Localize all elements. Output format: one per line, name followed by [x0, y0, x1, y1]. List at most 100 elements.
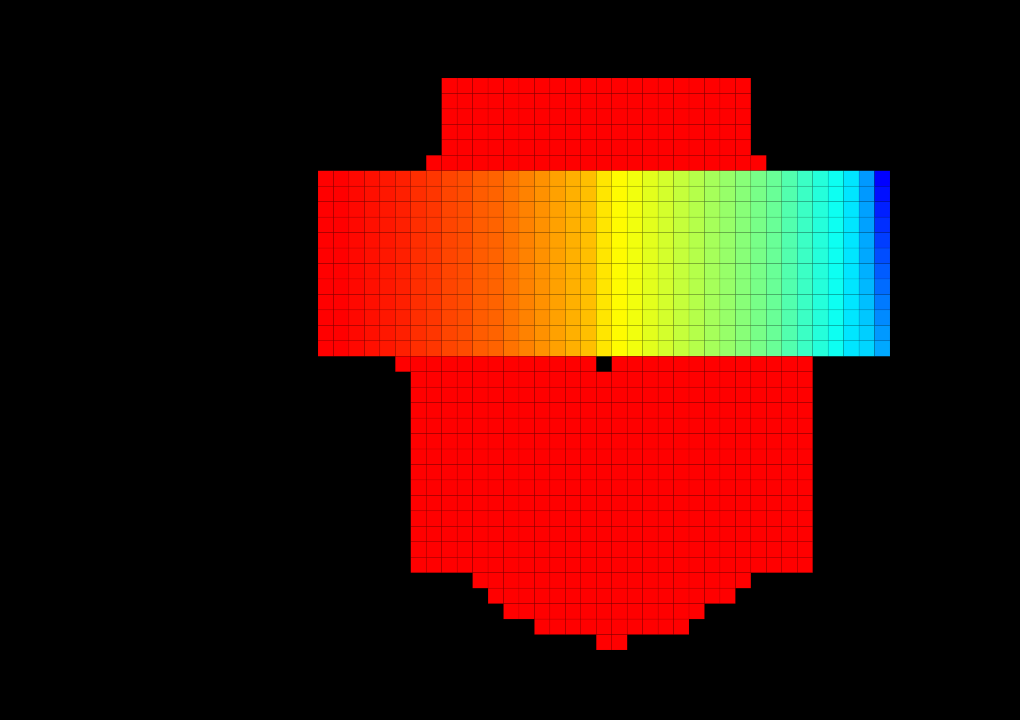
- heatmap-cell: [596, 526, 611, 541]
- heatmap-cell: [627, 310, 642, 325]
- heatmap-cell: [689, 233, 704, 248]
- heatmap-cell: [426, 310, 441, 325]
- heatmap-cell: [349, 264, 364, 279]
- heatmap-cell: [473, 124, 488, 139]
- heatmap-cell: [519, 171, 534, 186]
- heatmap-cell: [581, 434, 596, 449]
- heatmap-cell: [720, 186, 735, 201]
- heatmap-cell: [565, 264, 580, 279]
- heatmap-cell: [596, 341, 611, 356]
- heatmap-cell: [504, 140, 519, 155]
- heatmap-cell: [689, 480, 704, 495]
- heatmap-cell: [581, 78, 596, 93]
- heatmap-cell: [828, 341, 843, 356]
- heatmap-cell: [704, 418, 719, 433]
- heatmap-cell: [488, 387, 503, 402]
- heatmap-cell: [504, 557, 519, 572]
- heatmap-cell: [442, 124, 457, 139]
- heatmap-cell: [349, 171, 364, 186]
- heatmap-cell: [457, 464, 472, 479]
- heatmap-cell: [596, 619, 611, 634]
- heatmap-cell: [442, 140, 457, 155]
- heatmap-cell: [643, 279, 658, 294]
- heatmap-cell: [333, 264, 348, 279]
- heatmap-cell: [380, 279, 395, 294]
- heatmap-cell: [643, 434, 658, 449]
- heatmap-cell: [519, 588, 534, 603]
- heatmap-cell: [457, 202, 472, 217]
- heatmap-cell: [720, 233, 735, 248]
- heatmap-cell: [643, 418, 658, 433]
- heatmap-cell: [534, 542, 549, 557]
- heatmap-cell: [380, 217, 395, 232]
- heatmap-cell: [720, 526, 735, 541]
- heatmap-cell: [704, 140, 719, 155]
- heatmap-cell: [426, 418, 441, 433]
- heatmap-cell: [596, 109, 611, 124]
- heatmap-cell: [488, 403, 503, 418]
- heatmap-cell: [349, 202, 364, 217]
- heatmap-cell: [704, 573, 719, 588]
- heatmap-cell: [473, 264, 488, 279]
- heatmap-cell: [473, 356, 488, 371]
- heatmap-cell: [643, 140, 658, 155]
- heatmap-cell: [504, 248, 519, 263]
- heatmap-cell: [519, 233, 534, 248]
- heatmap-cell: [426, 294, 441, 309]
- heatmap-cell: [782, 511, 797, 526]
- heatmap-cell: [689, 573, 704, 588]
- heatmap-cell: [766, 233, 781, 248]
- heatmap-cell: [534, 78, 549, 93]
- heatmap-cell: [813, 186, 828, 201]
- heatmap-cell: [581, 155, 596, 170]
- heatmap-cell: [751, 403, 766, 418]
- heatmap-cell: [411, 294, 426, 309]
- heatmap-cell: [457, 418, 472, 433]
- heatmap-cell: [565, 93, 580, 108]
- heatmap-cell: [859, 279, 874, 294]
- heatmap-cell: [612, 495, 627, 510]
- heatmap-cell: [643, 542, 658, 557]
- heatmap-cell: [797, 248, 812, 263]
- heatmap-cell: [735, 495, 750, 510]
- heatmap-cell: [519, 140, 534, 155]
- heatmap-cell: [550, 93, 565, 108]
- heatmap-cell: [689, 341, 704, 356]
- heatmap-cell: [704, 588, 719, 603]
- heatmap-cell: [534, 372, 549, 387]
- heatmap-cell: [318, 279, 333, 294]
- heatmap-cell: [488, 248, 503, 263]
- heatmap-cell: [519, 186, 534, 201]
- heatmap-cell: [766, 264, 781, 279]
- heatmap-cell: [689, 604, 704, 619]
- heatmap-cell: [797, 557, 812, 572]
- heatmap-cell: [643, 403, 658, 418]
- heatmap-cell: [426, 171, 441, 186]
- heatmap-cell: [782, 480, 797, 495]
- heatmap-cell: [859, 186, 874, 201]
- heatmap-cell: [674, 356, 689, 371]
- heatmap-cell: [519, 573, 534, 588]
- heatmap-cell: [875, 325, 890, 340]
- heatmap-cell: [627, 573, 642, 588]
- heatmap-cell: [704, 171, 719, 186]
- heatmap-cell: [828, 310, 843, 325]
- heatmap-cell: [581, 171, 596, 186]
- heatmap-cell: [442, 233, 457, 248]
- heatmap-cell: [627, 248, 642, 263]
- heatmap-cell: [782, 248, 797, 263]
- heatmap-cell: [550, 604, 565, 619]
- heatmap-cell: [519, 341, 534, 356]
- heatmap-cell: [674, 171, 689, 186]
- heatmap-cell: [674, 78, 689, 93]
- heatmap-cell: [766, 464, 781, 479]
- heatmap-cell: [473, 495, 488, 510]
- heatmap-cell: [704, 542, 719, 557]
- heatmap-cell: [751, 449, 766, 464]
- heatmap-cell: [612, 171, 627, 186]
- heatmap-cell: [504, 109, 519, 124]
- heatmap-cell: [504, 341, 519, 356]
- heatmap-cell: [612, 464, 627, 479]
- heatmap-cell: [720, 372, 735, 387]
- heatmap-cell: [627, 449, 642, 464]
